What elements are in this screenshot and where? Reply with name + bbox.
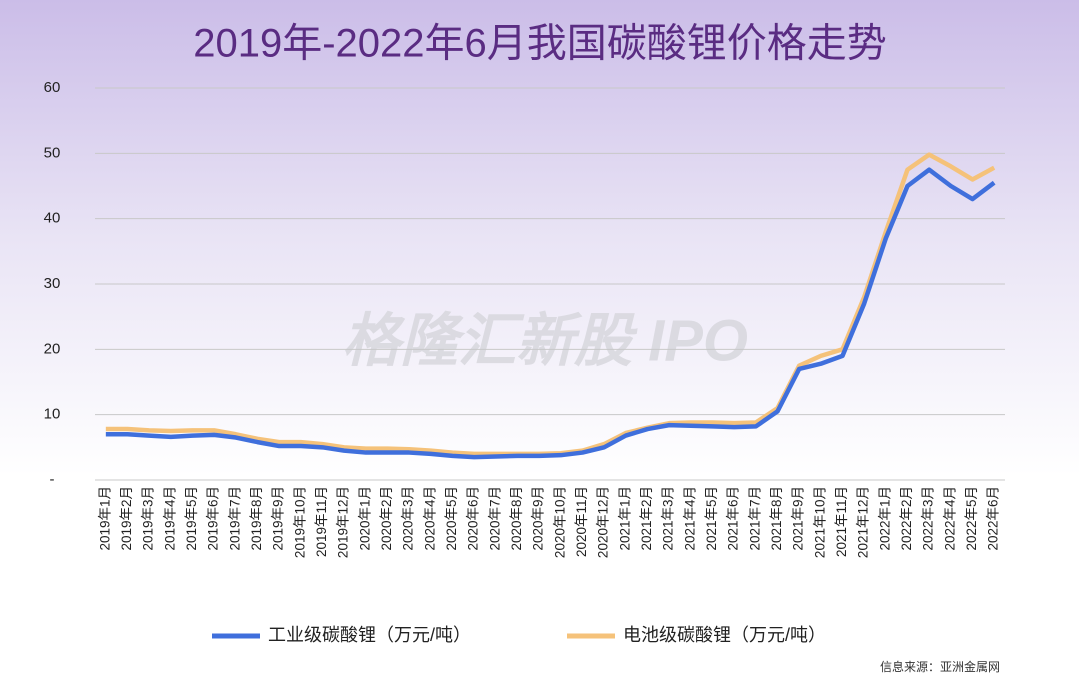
x-tick-label: 2020年11月 bbox=[574, 486, 589, 557]
x-tick-label: 2022年5月 bbox=[964, 486, 979, 551]
series-line bbox=[105, 167, 996, 460]
y-tick-label: 10 bbox=[44, 406, 61, 423]
x-tick-label: 2021年3月 bbox=[661, 486, 676, 551]
x-tick-label: 2019年7月 bbox=[227, 486, 242, 551]
x-tick-label: 2021年7月 bbox=[747, 486, 762, 551]
x-tick-label: 2019年10月 bbox=[292, 486, 307, 558]
chart-title: 2019年-2022年6月我国碳酸锂价格走势 bbox=[193, 22, 887, 66]
y-tick-label: 30 bbox=[44, 275, 61, 292]
x-tick-label: 2021年6月 bbox=[726, 486, 741, 551]
x-tick-label: 2019年8月 bbox=[249, 486, 264, 551]
x-tick-label: 2022年2月 bbox=[899, 486, 914, 551]
x-tick-label: 2020年12月 bbox=[596, 486, 611, 558]
x-tick-label: 2020年10月 bbox=[552, 486, 567, 558]
x-tick-label: 2022年4月 bbox=[942, 486, 957, 551]
x-tick-label: 2020年3月 bbox=[401, 486, 416, 551]
x-tick-label: 2019年3月 bbox=[141, 486, 156, 551]
y-tick-label: 40 bbox=[44, 210, 61, 227]
x-tick-label: 2020年7月 bbox=[487, 486, 502, 551]
legend-label: 电池级碳酸锂（万元/吨） bbox=[623, 625, 826, 645]
x-tick-label: 2019年4月 bbox=[162, 486, 177, 551]
x-tick-label: 2019年1月 bbox=[97, 486, 112, 551]
source: 信息来源：亚洲金属网 bbox=[880, 659, 1000, 674]
x-tick-label: 2019年9月 bbox=[271, 486, 286, 551]
x-tick-label: 2019年12月 bbox=[336, 486, 351, 558]
x-tick-label: 2021年12月 bbox=[856, 486, 871, 558]
x-tick-label: 2020年9月 bbox=[531, 486, 546, 551]
x-tick-label: 2021年11月 bbox=[834, 486, 849, 557]
legend-label: 工业级碳酸锂（万元/吨） bbox=[268, 625, 471, 645]
x-tick-label: 2022年1月 bbox=[877, 486, 892, 551]
x-tick-label: 2020年1月 bbox=[357, 486, 372, 551]
x-tick-label: 2021年5月 bbox=[704, 486, 719, 551]
y-tick-label: 50 bbox=[44, 144, 61, 161]
x-tick-label: 2022年3月 bbox=[921, 486, 936, 551]
watermark: 格隆汇新股 IPO bbox=[342, 308, 748, 373]
y-tick-label: 20 bbox=[44, 340, 61, 357]
x-tick-label: 2019年6月 bbox=[206, 486, 221, 551]
x-tick-label: 2020年5月 bbox=[444, 486, 459, 551]
x-tick-label: 2022年6月 bbox=[986, 486, 1001, 551]
x-tick-label: 2021年10月 bbox=[812, 486, 827, 558]
y-tick-label: 60 bbox=[44, 79, 61, 96]
x-tick-label: 2021年9月 bbox=[791, 486, 806, 551]
x-tick-label: 2021年2月 bbox=[639, 486, 654, 551]
x-tick-label: 2021年8月 bbox=[769, 486, 784, 551]
x-tick-label: 2020年6月 bbox=[466, 486, 481, 551]
x-tick-label: 2020年2月 bbox=[379, 486, 394, 551]
x-tick-label: 2020年4月 bbox=[422, 486, 437, 551]
x-tick-label: 2019年2月 bbox=[119, 486, 134, 551]
y-tick-label: - bbox=[50, 471, 55, 488]
x-tick-label: 2020年8月 bbox=[509, 486, 524, 551]
x-tick-label: 2021年1月 bbox=[617, 486, 632, 551]
x-tick-label: 2021年4月 bbox=[682, 486, 697, 551]
x-tick-label: 2019年11月 bbox=[314, 486, 329, 557]
x-tick-label: 2019年5月 bbox=[184, 486, 199, 551]
